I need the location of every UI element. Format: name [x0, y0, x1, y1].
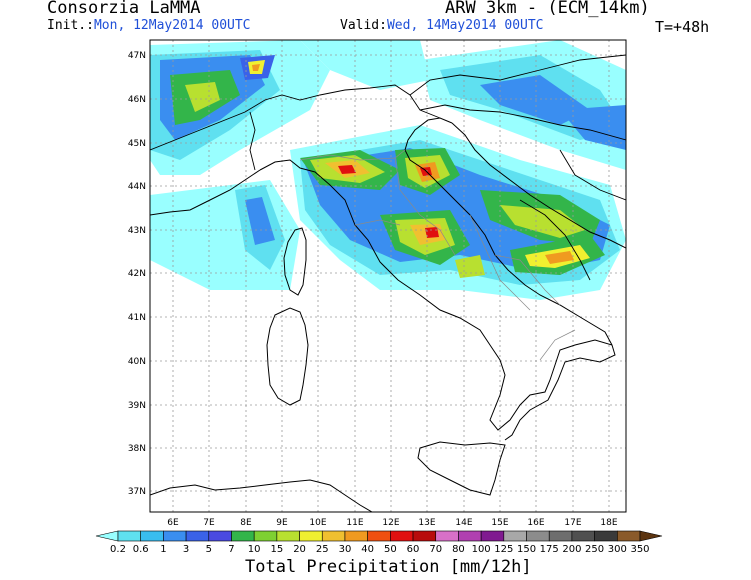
colorbar-swatch [276, 530, 300, 542]
colorbar-level-label: 250 [585, 544, 604, 555]
colorbar-level-label: 15 [271, 544, 284, 555]
lat-label: 45N [128, 139, 146, 149]
colorbar-swatch [458, 530, 482, 542]
italy-coastline [259, 117, 616, 441]
colorbar-swatch [321, 530, 346, 542]
colorbar-swatch [367, 530, 391, 542]
colorbar-swatch [185, 530, 210, 542]
lon-label: 7E [203, 518, 215, 528]
lat-label: 37N [128, 487, 146, 497]
colorbar-level-label: 70 [429, 544, 442, 555]
colorbar-level-label: 20 [293, 544, 306, 555]
lat-label: 38N [128, 444, 146, 454]
colorbar-level-label: 1 [160, 544, 166, 555]
lon-label: 17E [564, 518, 581, 528]
colorbar-swatch [548, 530, 573, 542]
colorbar-swatch [617, 530, 641, 542]
colorbar-level-label: 5 [206, 544, 212, 555]
valid-value: Wed, 14May2014 00UTC [386, 18, 544, 33]
colorbar-swatch [435, 530, 459, 542]
lat-label: 46N [128, 95, 146, 105]
colorbar-swatch [117, 530, 141, 542]
lon-label: 6E [167, 518, 179, 528]
colorbar-swatch [231, 530, 255, 542]
colorbar-level-label: 200 [562, 544, 581, 555]
colorbar-level-label: 80 [452, 544, 465, 555]
colorbar-level-label: 25 [316, 544, 329, 555]
colorbar-level-label: 0.6 [133, 544, 149, 555]
organization-title: Consorzia LaMMA [47, 0, 201, 18]
colorbar-swatch [480, 530, 505, 542]
colorbar-swatch [412, 530, 437, 542]
colorbar-swatch [163, 530, 187, 542]
colorbar-level-label: 125 [494, 544, 513, 555]
lat-label: 41N [128, 313, 146, 323]
colorbar-level-label: 7 [228, 544, 234, 555]
colorbar-arrow-low [95, 530, 119, 542]
lat-label: 39N [128, 401, 146, 411]
model-title: ARW 3km - (ECM_14km) [445, 0, 650, 18]
sicily-coastline [417, 441, 506, 496]
latitude-labels: 47N 46N 45N 44N 43N 42N 41N 40N 39N 38N … [128, 51, 146, 497]
lon-label: 18E [600, 518, 617, 528]
colorbar-level-label: 175 [540, 544, 559, 555]
north-africa-coastline [150, 479, 373, 512]
colorbar-swatch [299, 530, 323, 542]
forecast-step: T=+48h [655, 18, 710, 36]
lat-label: 43N [128, 226, 146, 236]
colorbar-level-label: 150 [517, 544, 536, 555]
colorbar-swatch [140, 530, 164, 542]
longitude-labels: 6E 7E 8E 9E 10E 11E 12E 13E 14E 15E 16E … [167, 518, 618, 528]
init-label: Init.: [47, 18, 94, 33]
france-coastline [150, 169, 261, 216]
colorbar-swatch [503, 530, 527, 542]
init-time: Init.:Mon, 12May2014 00UTC [47, 18, 251, 33]
colorbar-swatch [208, 530, 232, 542]
graticule [150, 40, 626, 512]
lon-label: 12E [382, 518, 399, 528]
colorbar-swatch [390, 530, 414, 542]
lat-label: 44N [128, 182, 146, 192]
colorbar-swatch [253, 530, 278, 542]
lon-label: 15E [491, 518, 508, 528]
init-value: Mon, 12May2014 00UTC [93, 18, 251, 33]
corsica-coastline [283, 227, 307, 296]
colorbar-title: Total Precipitation [mm/12h] [245, 557, 532, 577]
colorbar-level-label: 100 [472, 544, 491, 555]
lat-label: 40N [128, 357, 146, 367]
colorbar-arrow-high [639, 530, 663, 542]
colorbar-swatch [571, 530, 595, 542]
lon-label: 14E [455, 518, 472, 528]
national-borders [150, 54, 626, 281]
colorbar-level-label: 50 [384, 544, 397, 555]
lat-label: 42N [128, 269, 146, 279]
colorbar-level-label: 10 [248, 544, 261, 555]
colorbar-level-label: 0.2 [110, 544, 126, 555]
sardinia-coastline [266, 307, 309, 406]
colorbar-swatch [344, 530, 368, 542]
adriatic-east-coastline [451, 122, 626, 249]
lat-label: 47N [128, 51, 146, 61]
colorbar: 0.2 0.6 1 3 5 7 10 15 20 25 30 40 50 60 70 80 100 125 150 1… [95, 530, 663, 555]
lon-label: 13E [418, 518, 435, 528]
precipitation-field [150, 40, 626, 300]
lon-label: 16E [527, 518, 544, 528]
colorbar-level-label: 3 [183, 544, 189, 555]
colorbar-level-label: 40 [361, 544, 374, 555]
map-frame [149, 39, 627, 513]
lon-label: 8E [240, 518, 252, 528]
colorbar-level-label: 300 [608, 544, 627, 555]
colorbar-level-label: 350 [630, 544, 649, 555]
lon-label: 11E [346, 518, 363, 528]
valid-time: Valid:Wed, 14May2014 00UTC [340, 18, 544, 33]
lon-label: 9E [276, 518, 288, 528]
colorbar-swatch [594, 530, 618, 542]
colorbar-level-label: 30 [339, 544, 352, 555]
valid-label: Valid: [340, 18, 387, 33]
colorbar-level-label: 60 [407, 544, 420, 555]
lon-label: 10E [309, 518, 326, 528]
regional-borders [299, 149, 576, 361]
colorbar-swatch [526, 530, 550, 542]
